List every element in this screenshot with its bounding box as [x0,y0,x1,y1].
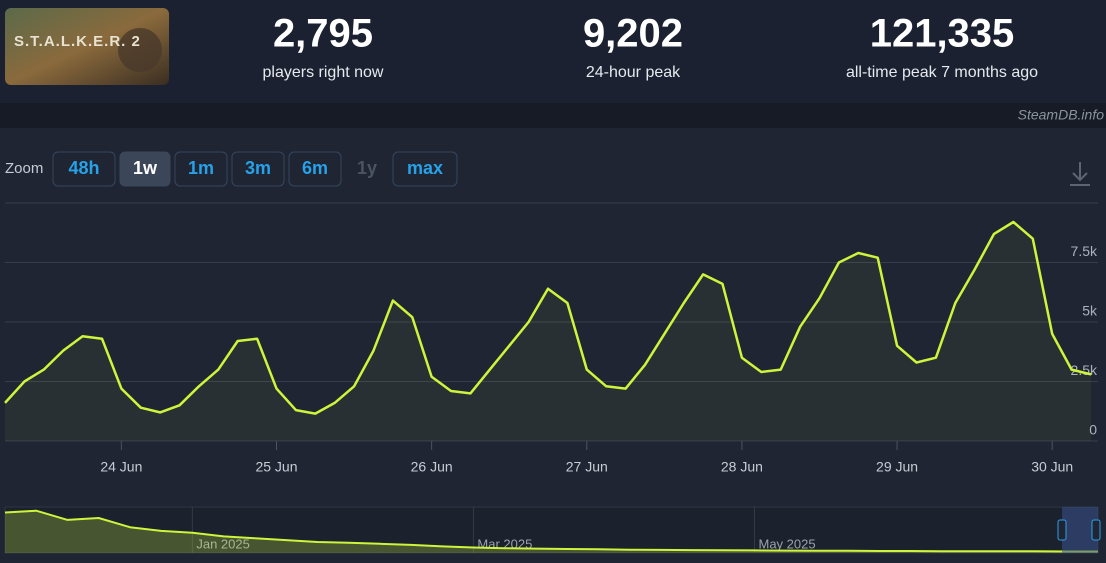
x-tick-label: 28 Jun [721,459,763,475]
x-tick-label: 29 Jun [876,459,918,475]
stat-caption: players right now [263,64,384,81]
zoom-button[interactable] [392,151,458,187]
zoom-button[interactable] [52,151,116,187]
stat-value: 9,202 [583,12,683,56]
stat-value: 121,335 [870,12,1015,56]
x-tick-label: 27 Jun [566,459,608,475]
y-tick-label: 7.5k [1071,243,1098,259]
y-tick-label: 5k [1082,303,1098,319]
zoom-button-label: 48h [68,158,99,178]
area [5,510,1098,553]
zoom-button-label: 1w [133,158,158,178]
header-bg [0,0,1106,103]
stat-value: 2,795 [273,12,373,56]
zoom-button[interactable] [231,151,285,187]
zoom-button-label: 1m [188,158,214,178]
x-tick-label: 24 Jun [100,459,142,475]
stat-caption: 24-hour peak [586,64,681,81]
y-tick-label: 0 [1089,422,1097,438]
zoom-label: Zoom [5,160,43,177]
zoom-button[interactable] [174,151,228,187]
chart-bg [0,128,1106,563]
y-tick-label: 2.5k [1071,362,1098,378]
stat-caption: all-time peak 7 months ago [846,64,1038,81]
x-tick-label: 30 Jun [1031,459,1073,475]
zoom-button-label: max [407,158,443,178]
watermark: SteamDB.info [1018,107,1105,123]
nav-tick-label: Jan 2025 [196,536,250,551]
watermark-bar [0,103,1106,128]
plots: 0 2.5k 5k 7.5k 24 Jun 25 Jun 26 Jun 27 Jun 28 Ju… [4,202,1098,553]
line [4,509,1098,553]
download-icon[interactable] [1070,162,1090,186]
zoom-button-label: 6m [302,158,328,178]
area [5,222,1091,441]
game-title: S.T.A.L.K.E.R. 2 [14,33,141,50]
thumb-figure [118,28,162,72]
x-tick-label: 25 Jun [255,459,297,475]
navigator-handle[interactable] [1057,519,1067,541]
zoom-button-label: 3m [245,158,271,178]
x-tick-label: 26 Jun [411,459,453,475]
zoom-buttons: 48h 1w 1m 3m 6m 1y max [52,151,458,187]
line [4,220,1092,415]
zoom-button[interactable] [119,151,171,187]
zoom-button-label: 1y [357,158,377,178]
navigator-bg [4,506,1099,554]
nav-tick-label: May 2025 [758,536,815,551]
navigator-handle[interactable] [1091,519,1101,541]
zoom-button[interactable] [288,151,342,187]
